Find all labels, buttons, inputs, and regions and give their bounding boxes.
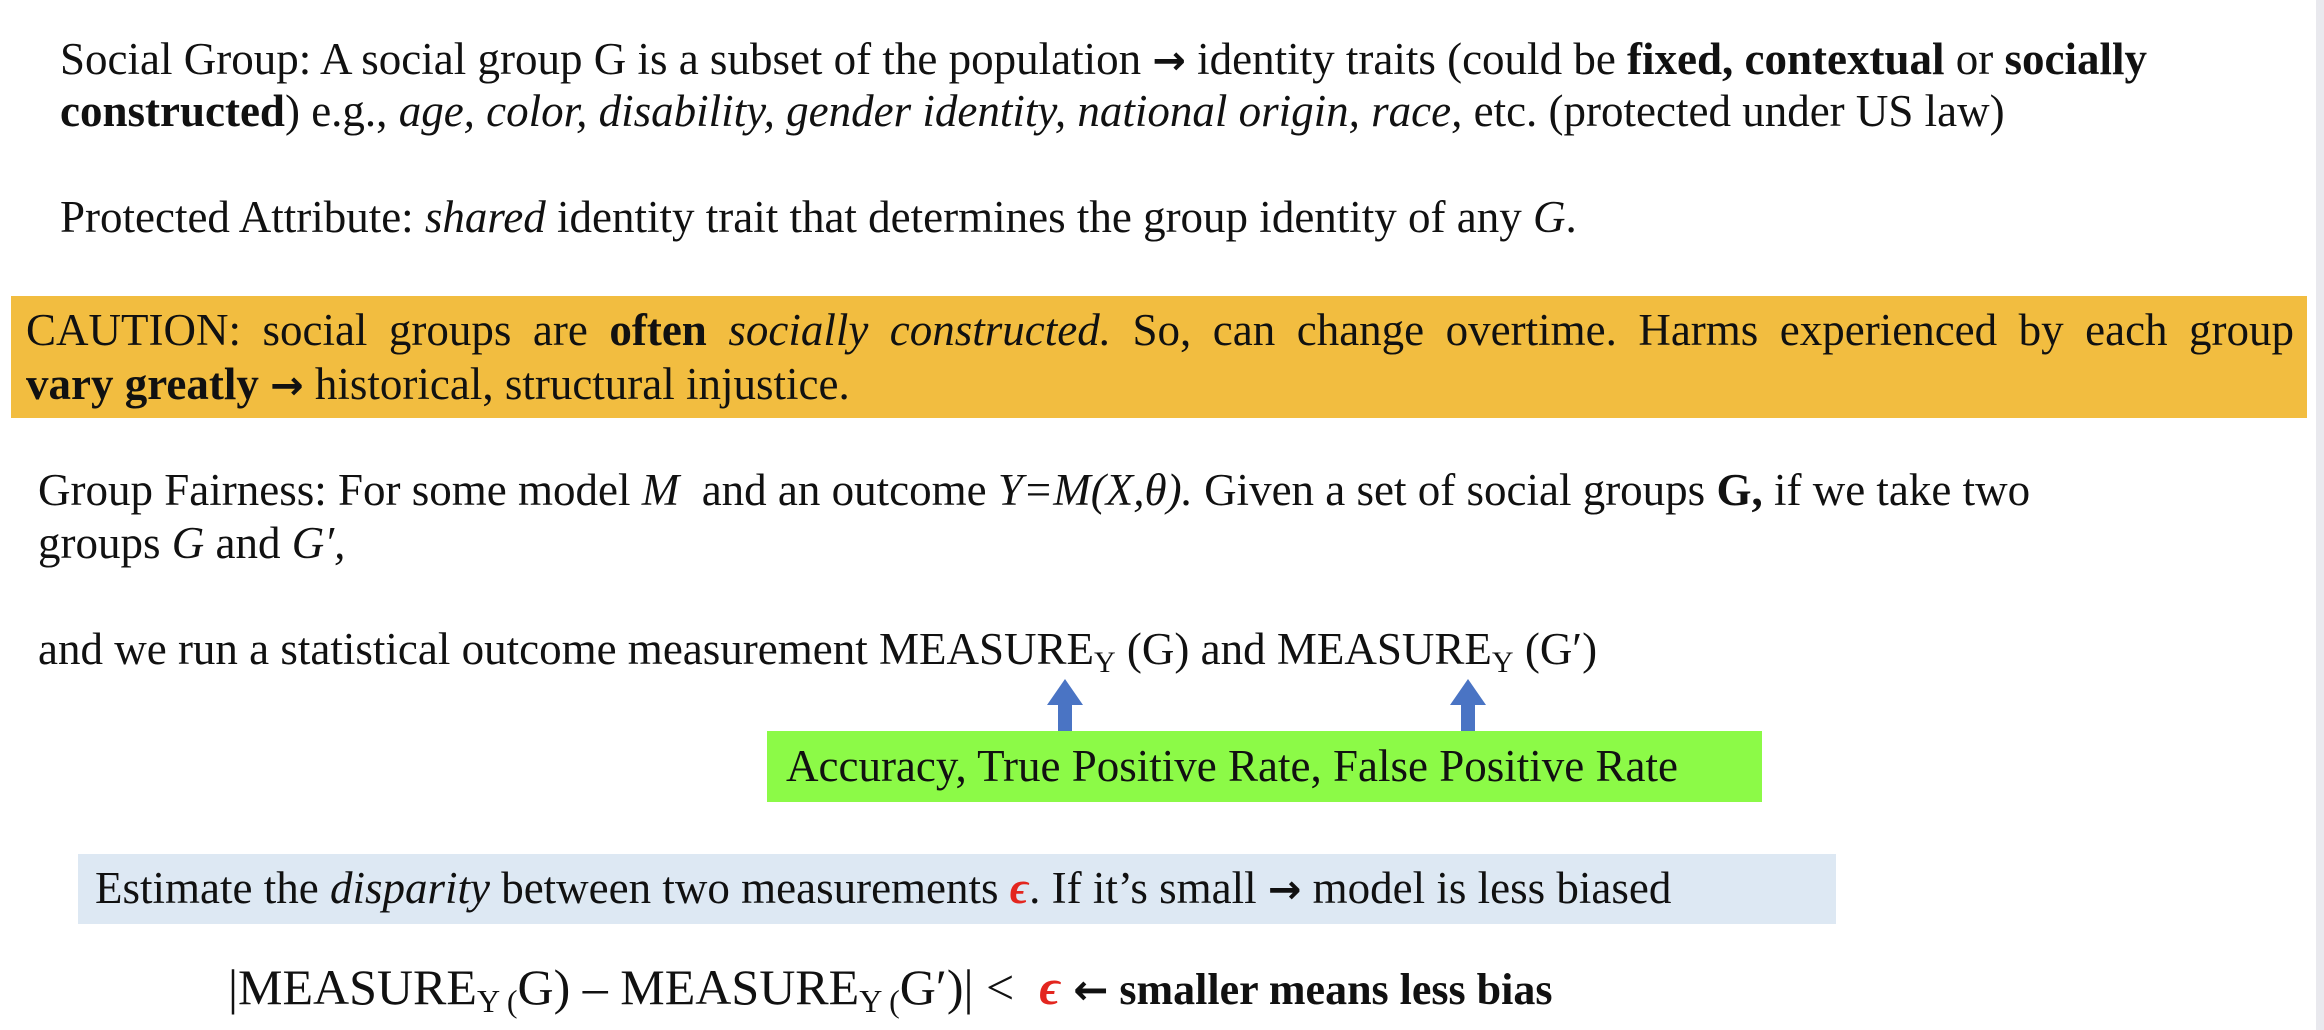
and-word: and (1189, 624, 1277, 674)
right-edge-rail (2316, 0, 2324, 1030)
social-group-line2: constructed) e.g., age, color, disabilit… (60, 85, 2005, 138)
group-fairness-mid: and an outcome (679, 465, 998, 515)
right-arrow-icon: → (1267, 867, 1302, 913)
disparity-lead: Estimate the (95, 863, 330, 913)
protected-attribute-lead: Protected Attribute: (60, 192, 425, 242)
eg-text: ) e.g., (284, 86, 399, 136)
measure-g-arg: (G) (1115, 624, 1190, 674)
caution-box (11, 296, 2307, 418)
disparity-box (78, 854, 1836, 924)
social-group-tail: etc. (protected under US law) (1462, 86, 2005, 136)
measure-g: MEASURE (878, 624, 1094, 674)
up-arrow-icon (1047, 679, 1083, 733)
groups-set-symbol: G, (1716, 465, 1763, 515)
measurement-lead: and we run a statistical outcome measure… (38, 624, 879, 674)
social-group-line1: Social Group: A social group G is a subs… (60, 33, 2147, 88)
epsilon-symbol: ϵ (1039, 959, 1061, 1015)
or-word: or (1944, 34, 2005, 84)
formula-subscript: Y ( (476, 983, 518, 1019)
group-fairness-lead: Group Fairness: For some model (38, 465, 642, 515)
socially-constructed-term: socially constructed. (728, 305, 1112, 355)
measure-subscript: Y (1491, 646, 1514, 679)
caution-rest: So, can change overtime. Harms experienc… (1111, 305, 2295, 355)
disparity-line: Estimate the disparity between two measu… (95, 862, 1671, 917)
group-g-symbol: G (171, 518, 205, 568)
measurement-line: and we run a statistical outcome measure… (38, 623, 1597, 681)
socially-term: socially (2004, 34, 2148, 84)
group-fairness-tail: if we take two (1762, 465, 2031, 515)
social-group-mid: identity traits (could be (1185, 34, 1628, 84)
social-group-lead: Social Group: A social group G is a subs… (60, 34, 1153, 84)
protected-attribute-line: Protected Attribute: shared identity tra… (60, 191, 1577, 244)
fixed-contextual-term: fixed, contextual (1627, 34, 1945, 84)
caution-line1: CAUTION: social groups are often sociall… (26, 304, 2294, 357)
and-word: and (204, 518, 292, 568)
formula-g-minus-measure: G) – MEASURE (517, 959, 860, 1015)
formula-measure-g: |MEASURE (228, 959, 477, 1015)
disparity-end: model is less biased (1301, 863, 1672, 913)
shared-term: shared (424, 192, 546, 242)
measure-g-prime: MEASURE (1276, 624, 1492, 674)
formula-g-prime-less-than: G′)| < (899, 959, 1015, 1015)
group-fairness-line1: Group Fairness: For some model M and an … (38, 464, 2030, 517)
formula-subscript: Y ( (859, 983, 900, 1019)
constructed-term: constructed (60, 86, 285, 136)
right-arrow-icon: → (1152, 38, 1186, 84)
group-g-prime-symbol: G′, (291, 518, 346, 568)
disparity-rest: . If it’s small (1029, 863, 1268, 913)
model-symbol: M (641, 465, 680, 515)
smaller-means-less-bias: smaller means less bias (1108, 965, 1553, 1014)
protected-attribute-rest: identity trait that determines the group… (545, 192, 1534, 242)
metrics-box (767, 731, 1762, 802)
disparity-term: disparity (329, 863, 490, 913)
epsilon-symbol: ϵ (1009, 863, 1030, 913)
disparity-mid: between two measurements (489, 863, 1010, 913)
metrics-text: Accuracy, True Positive Rate, False Posi… (786, 741, 1678, 791)
caution-line2: vary greatly → historical, structural in… (26, 358, 850, 413)
disparity-formula: |MEASUREY (G) – MEASUREY (G′)| < ϵ ← sma… (228, 958, 1553, 1022)
group-symbol: G (1533, 192, 1566, 242)
outcome-formula: Y=M(X,θ). (997, 465, 1193, 515)
measure-g-prime-arg: (G′) (1513, 624, 1598, 674)
often-term: often (609, 305, 707, 355)
measure-subscript: Y (1094, 646, 1116, 679)
groups-word: groups (38, 518, 172, 568)
period: . (1565, 192, 1577, 242)
caution-lead: CAUTION: social groups are (26, 305, 610, 355)
up-arrow-icon (1450, 679, 1486, 733)
right-arrow-icon: → (270, 363, 304, 409)
caution-end: historical, structural injustice. (303, 359, 850, 409)
identity-examples: age, color, disability, gender identity,… (398, 86, 1463, 136)
vary-greatly-term: vary greatly (26, 359, 259, 409)
left-arrow-icon: ← (1073, 965, 1109, 1014)
group-fairness-rest: Given a set of social groups (1192, 465, 1717, 515)
group-fairness-line2: groups G and G′, (38, 517, 345, 570)
